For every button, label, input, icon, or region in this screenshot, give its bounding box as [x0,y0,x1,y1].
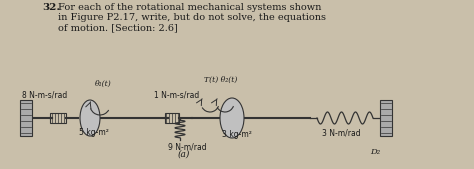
Text: 32.: 32. [42,3,60,12]
Ellipse shape [80,100,100,136]
Text: 8 N-m-s/rad: 8 N-m-s/rad [22,91,67,100]
Text: 1 N-m-s/rad: 1 N-m-s/rad [154,91,199,100]
Bar [50,113,66,123]
Text: For each of the rotational mechanical systems shown: For each of the rotational mechanical sy… [58,3,321,12]
Text: D₂: D₂ [370,148,380,156]
Text: 9 N-m/rad: 9 N-m/rad [168,142,207,151]
Text: in Figure P2.17, write, but do not solve, the equations: in Figure P2.17, write, but do not solve… [58,13,326,22]
Text: 5 kg-m²: 5 kg-m² [79,128,109,137]
Ellipse shape [220,98,244,138]
Text: 3 N-m/rad: 3 N-m/rad [322,128,361,137]
Text: (a): (a) [178,150,191,159]
Bar [165,113,179,123]
Text: θ₁(t): θ₁(t) [95,80,112,88]
Text: T(t) θ₂(t): T(t) θ₂(t) [204,76,237,84]
Bar [380,100,392,136]
Text: of motion. [Section: 2.6]: of motion. [Section: 2.6] [58,23,178,32]
Text: 3 kg-m²: 3 kg-m² [222,130,252,139]
Bar [20,100,32,136]
